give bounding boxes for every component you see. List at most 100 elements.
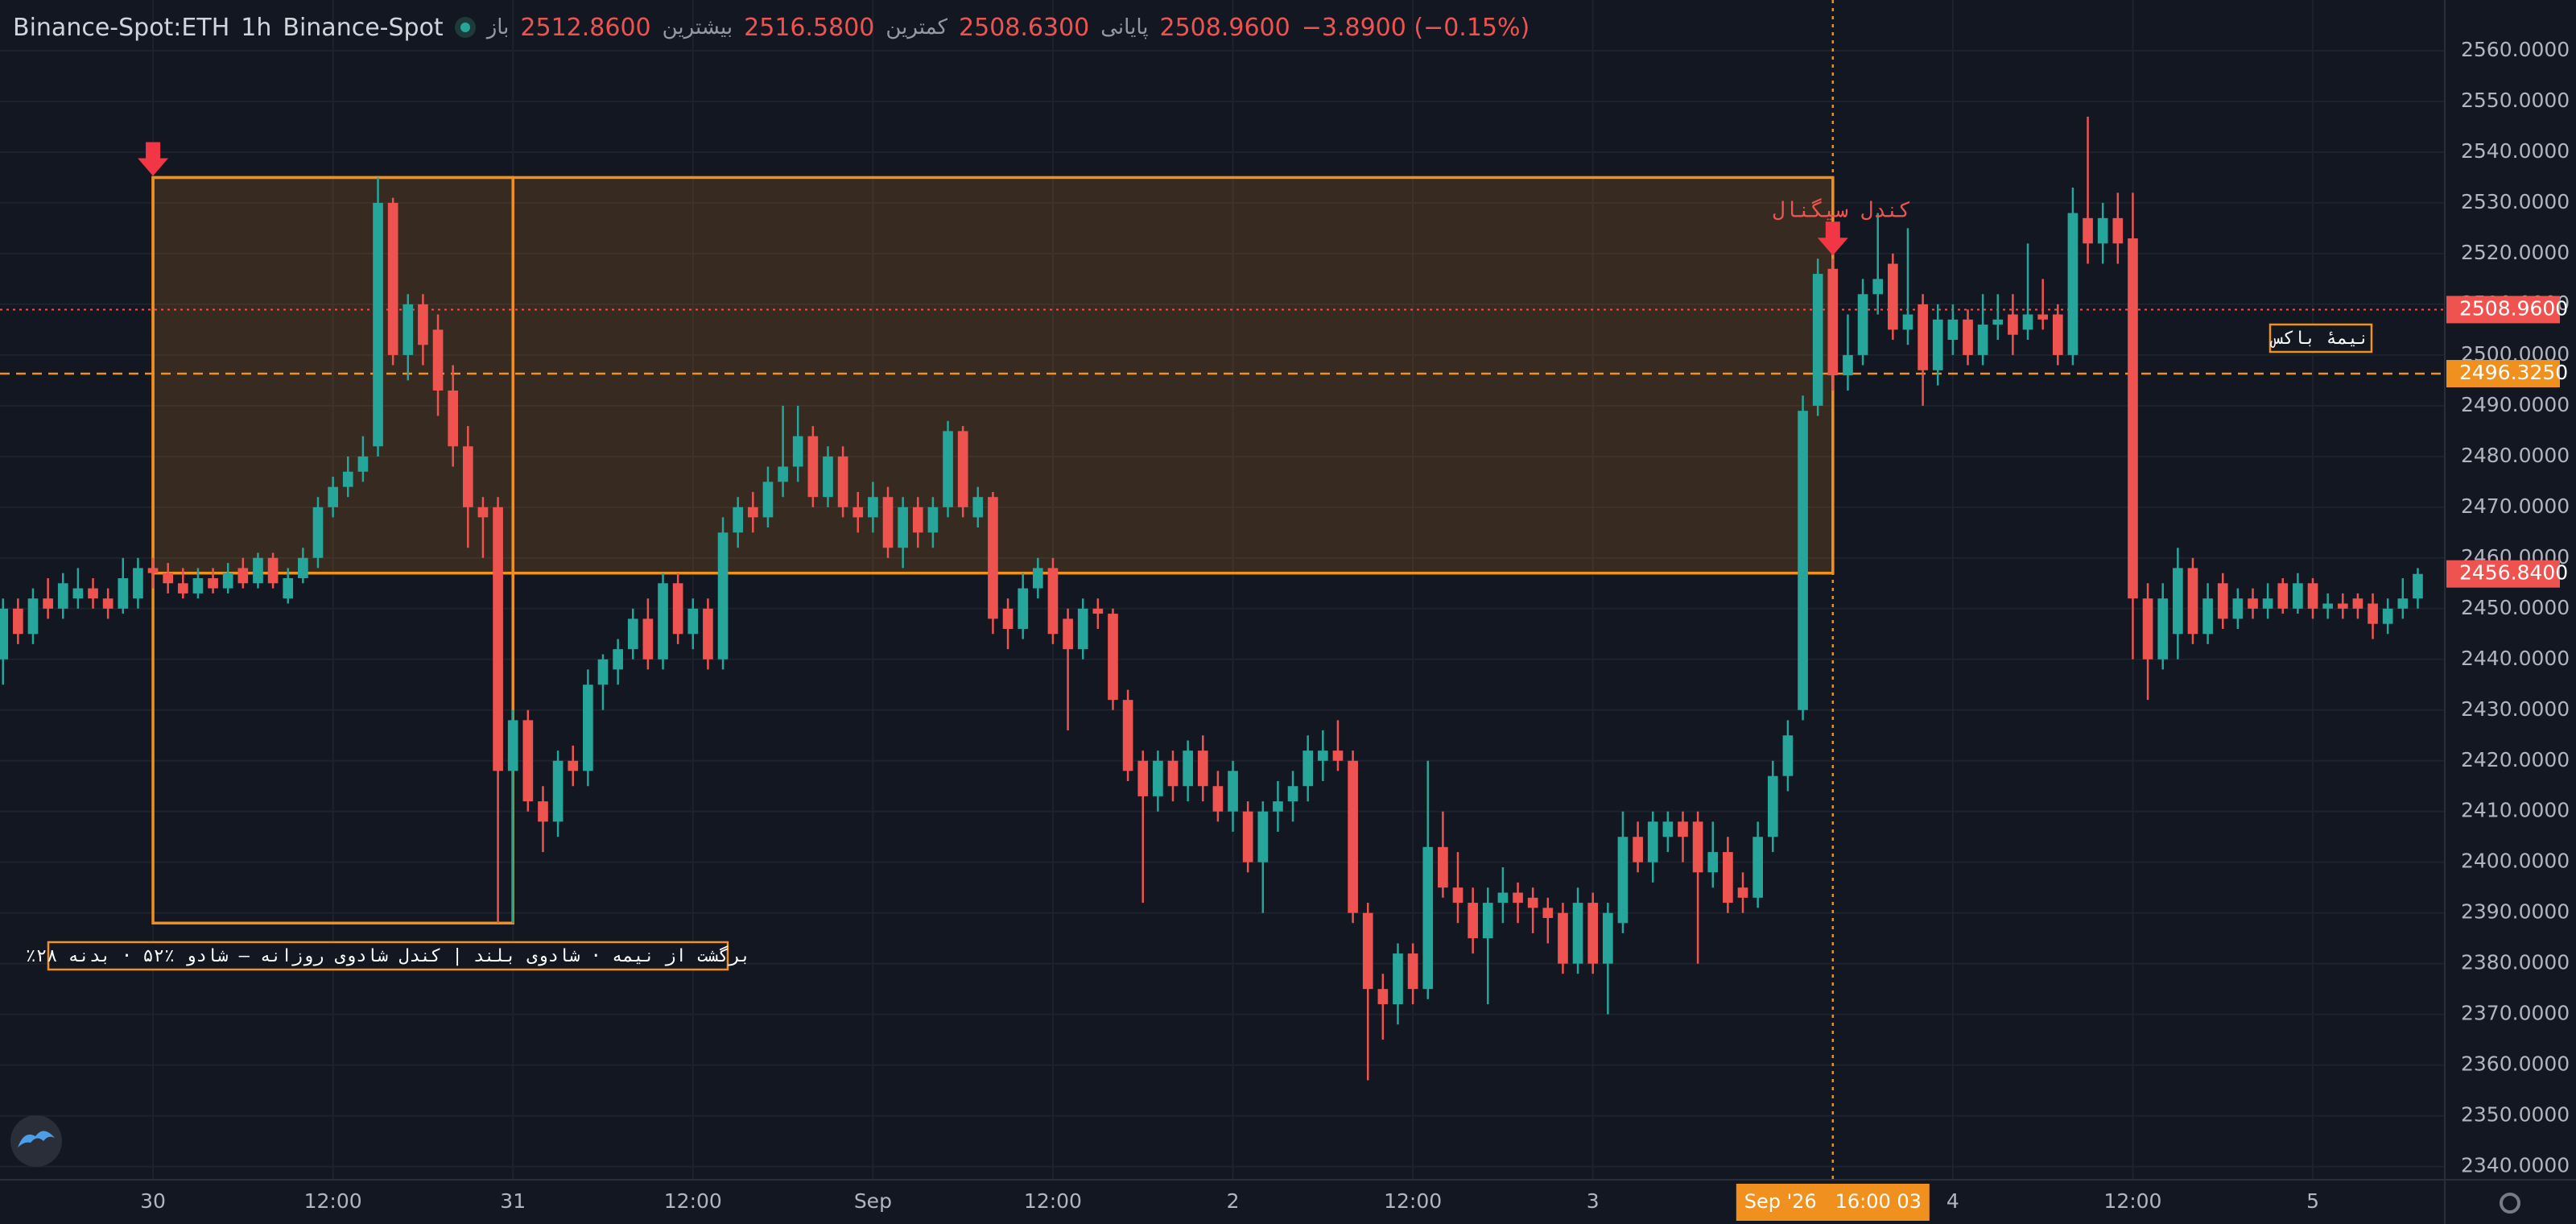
y-tick-label: 2350.0000 xyxy=(2461,1103,2570,1127)
status-dot xyxy=(454,17,476,38)
open-label: باز xyxy=(486,15,510,39)
candle-body xyxy=(717,532,729,660)
candle-body xyxy=(1302,751,1314,787)
candle-body xyxy=(192,578,204,593)
half-box-frame xyxy=(2268,323,2373,354)
candle-body xyxy=(2083,217,2093,244)
half-box-label: نیمهٔ باکس xyxy=(2269,329,2368,349)
candle-body xyxy=(823,456,833,498)
candle-body xyxy=(1108,614,1118,701)
exchange: Binance-Spot xyxy=(283,13,444,42)
y-tick-label: 2480.0000 xyxy=(2461,444,2570,467)
change-value: −3.8900 (−0.15%) xyxy=(1301,13,1530,42)
y-tick-label: 2340.0000 xyxy=(2461,1154,2570,1177)
candle-body xyxy=(1513,892,1523,904)
candle-body xyxy=(1452,887,1463,904)
candle-body xyxy=(1047,568,1059,635)
y-tick-label: 2530.0000 xyxy=(2461,190,2570,213)
candle-body xyxy=(1422,846,1434,990)
y-tick-label: 2540.0000 xyxy=(2461,139,2570,163)
settings-icon xyxy=(2500,1193,2520,1214)
candle-body xyxy=(2097,217,2108,244)
candle-body xyxy=(147,568,159,573)
x-tick-label: 2 xyxy=(1227,1189,1240,1213)
candle-body xyxy=(2352,598,2363,609)
candle-body xyxy=(2337,603,2348,609)
low-label: کمترین xyxy=(886,15,948,39)
candle-body xyxy=(0,608,9,660)
logo-button xyxy=(10,1115,62,1167)
candle-body xyxy=(1002,608,1013,629)
candle-body xyxy=(1257,811,1269,862)
candle-body xyxy=(1137,760,1149,796)
candle-body xyxy=(1482,903,1493,939)
candle-body xyxy=(163,573,174,584)
candle-body xyxy=(507,720,518,771)
candle-body xyxy=(1242,811,1253,862)
candle-body xyxy=(1692,821,1703,873)
x-tick-label: 4 xyxy=(1946,1189,1959,1213)
candle-body xyxy=(1932,319,1943,370)
y-tick-label: 2430.0000 xyxy=(2461,697,2570,721)
candle-body xyxy=(1377,989,1389,1005)
x-tick-label: Sep xyxy=(854,1189,892,1213)
x-tick-label: 5 xyxy=(2306,1189,2319,1213)
candle-body xyxy=(1497,892,1509,904)
y-tick-label: 2440.0000 xyxy=(2461,647,2570,670)
symbol: Binance-Spot:ETH xyxy=(13,13,230,42)
x-tick-label: 12:00 xyxy=(664,1189,722,1213)
candle-body xyxy=(1723,852,1733,904)
candle-body xyxy=(2382,608,2393,624)
candle-body xyxy=(988,497,998,619)
candle-body xyxy=(2413,573,2423,599)
candle-body xyxy=(1077,608,1088,650)
candle-body xyxy=(943,431,953,507)
candle-body xyxy=(1558,912,1568,964)
last-price-label-bg xyxy=(2446,560,2560,588)
candle-body xyxy=(1228,771,1238,812)
candle-body xyxy=(1018,588,1029,629)
candle-body xyxy=(658,583,668,660)
candle-body xyxy=(2173,568,2183,635)
x-tick-label: 30 xyxy=(140,1189,166,1213)
y-tick-label: 2380.0000 xyxy=(2461,951,2570,974)
candle-body xyxy=(1617,837,1629,924)
y-tick-label: 2490.0000 xyxy=(2461,393,2570,416)
candle-body xyxy=(957,431,968,507)
candle-body xyxy=(747,507,758,518)
candle-body xyxy=(1737,887,1748,898)
candle-body xyxy=(613,649,623,670)
candle-body xyxy=(2217,583,2228,619)
candle-body xyxy=(1438,846,1448,888)
candle-body xyxy=(1183,751,1193,787)
y-tick-label: 2560.0000 xyxy=(2461,38,2570,61)
candle-body xyxy=(312,507,324,558)
candle-body xyxy=(237,568,249,584)
candle-body xyxy=(2293,583,2303,609)
candle-body xyxy=(267,557,279,584)
x-tick-label: 12:00 xyxy=(2103,1189,2161,1213)
candle-body xyxy=(1798,411,1808,710)
candle-body xyxy=(1542,908,1554,919)
candle-body xyxy=(2397,598,2409,609)
candle-body xyxy=(2277,583,2289,609)
candle-body xyxy=(387,202,398,355)
candle-body xyxy=(2067,213,2079,355)
candle-body xyxy=(432,329,444,391)
candle-body xyxy=(2142,598,2153,660)
candle-body xyxy=(762,482,774,518)
candle-body xyxy=(568,760,579,771)
candle-body xyxy=(43,598,53,609)
candle-body xyxy=(1707,852,1719,873)
legend-header: Binance-Spot:ETH 1h Binance-Spot باز 251… xyxy=(13,10,1530,45)
candle-body xyxy=(402,304,414,355)
x-tick-label: 31 xyxy=(500,1189,526,1213)
candle-body xyxy=(627,618,638,650)
half-line-price-label: 2496.3250 xyxy=(2459,361,2568,384)
candle-body xyxy=(2128,238,2138,599)
candle-body xyxy=(373,202,383,447)
candle-body xyxy=(672,583,683,635)
y-tick-label: 2390.0000 xyxy=(2461,900,2570,924)
candle-body xyxy=(927,507,939,533)
